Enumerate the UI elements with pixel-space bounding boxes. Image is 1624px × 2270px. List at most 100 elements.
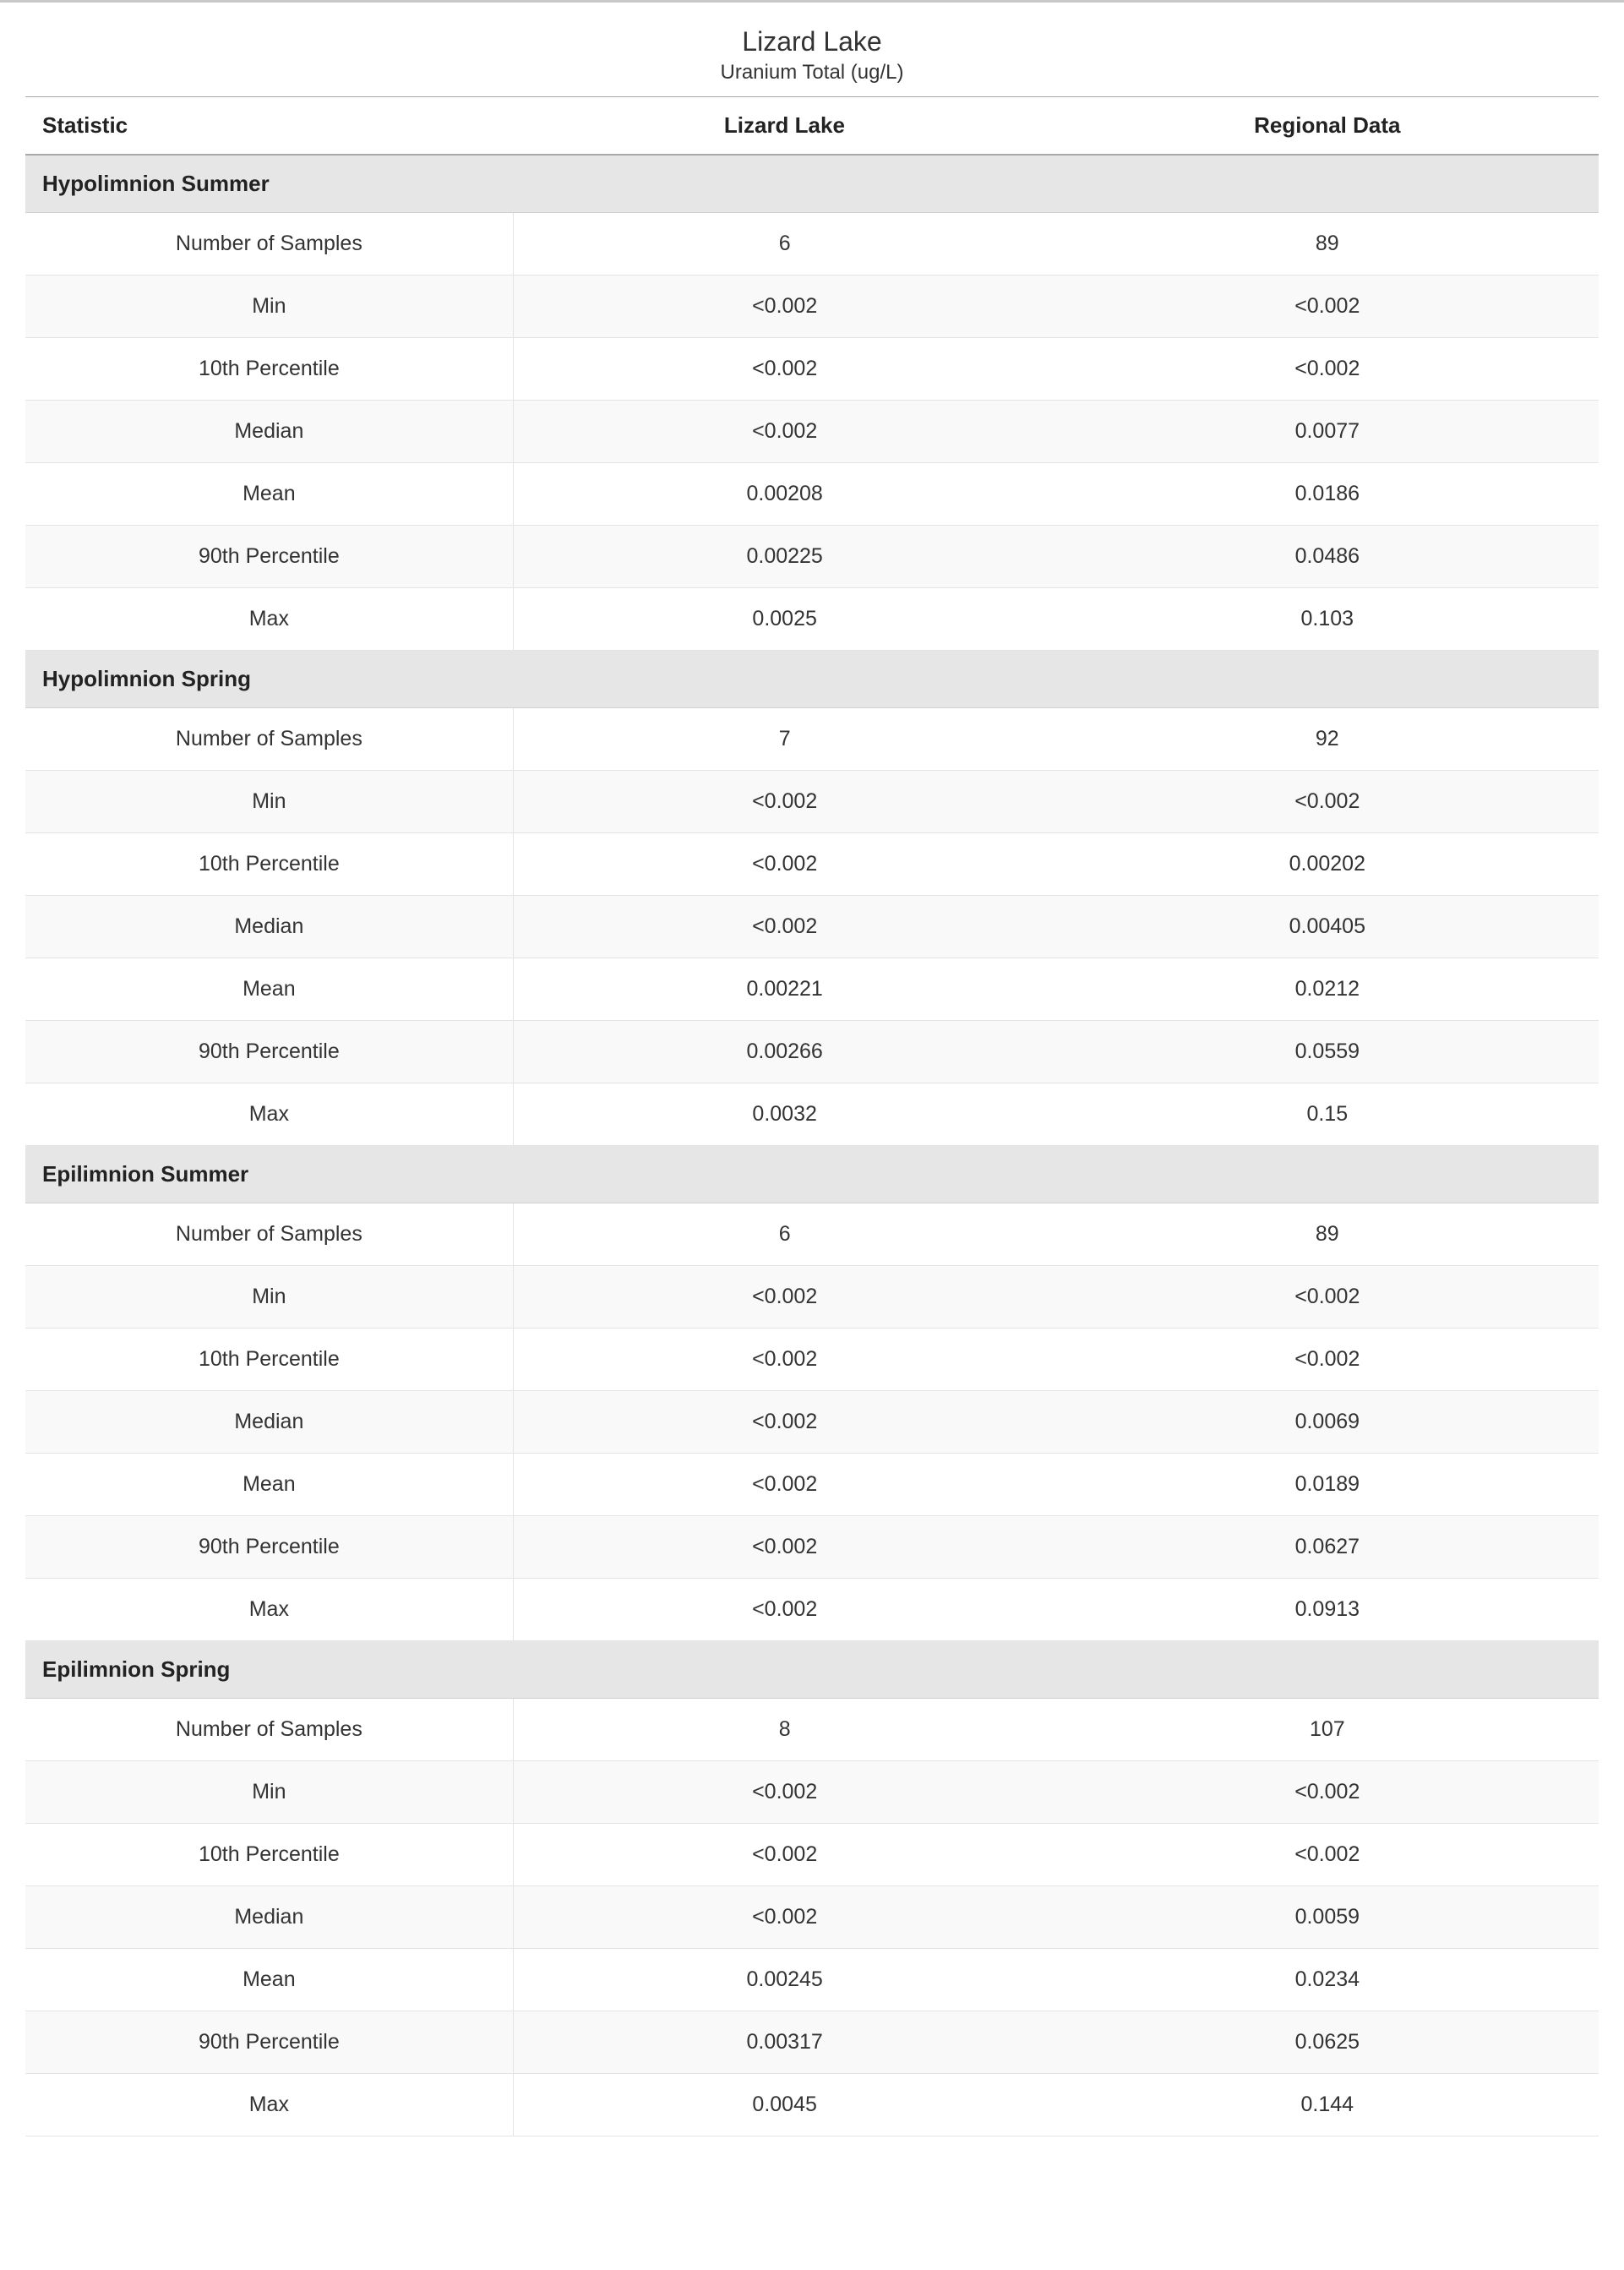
- lizard-lake-value: 0.00266: [513, 1021, 1055, 1083]
- lizard-lake-value: 0.00225: [513, 526, 1055, 588]
- lizard-lake-value: <0.002: [513, 833, 1055, 896]
- stat-label: Max: [25, 2074, 513, 2136]
- section-header: Epilimnion Spring: [25, 1641, 1599, 1699]
- regional-data-value: 92: [1056, 708, 1599, 771]
- col-lizard-lake: Lizard Lake: [513, 97, 1055, 156]
- lizard-lake-value: 7: [513, 708, 1055, 771]
- table-row: Mean0.002080.0186: [25, 463, 1599, 526]
- table-row: 90th Percentile0.002250.0486: [25, 526, 1599, 588]
- regional-data-value: 0.0625: [1056, 2011, 1599, 2074]
- lizard-lake-value: 6: [513, 1203, 1055, 1266]
- stat-label: Number of Samples: [25, 708, 513, 771]
- stat-label: 90th Percentile: [25, 1516, 513, 1579]
- lizard-lake-value: <0.002: [513, 1761, 1055, 1824]
- lizard-lake-value: <0.002: [513, 1266, 1055, 1329]
- table-row: Number of Samples8107: [25, 1699, 1599, 1761]
- lizard-lake-value: <0.002: [513, 1454, 1055, 1516]
- lizard-lake-value: <0.002: [513, 1824, 1055, 1886]
- table-row: Mean<0.0020.0189: [25, 1454, 1599, 1516]
- regional-data-value: 89: [1056, 213, 1599, 276]
- lizard-lake-value: <0.002: [513, 1329, 1055, 1391]
- regional-data-value: 0.144: [1056, 2074, 1599, 2136]
- stat-label: Max: [25, 1579, 513, 1641]
- regional-data-value: 0.0212: [1056, 958, 1599, 1021]
- stat-label: 10th Percentile: [25, 1824, 513, 1886]
- stat-label: Min: [25, 276, 513, 338]
- lizard-lake-value: <0.002: [513, 896, 1055, 958]
- lizard-lake-value: 0.00245: [513, 1949, 1055, 2011]
- regional-data-value: 0.0189: [1056, 1454, 1599, 1516]
- table-row: Median<0.0020.0069: [25, 1391, 1599, 1454]
- col-statistic: Statistic: [25, 97, 513, 156]
- regional-data-value: 89: [1056, 1203, 1599, 1266]
- table-row: Min<0.002<0.002: [25, 771, 1599, 833]
- regional-data-value: 0.15: [1056, 1083, 1599, 1146]
- regional-data-value: 0.0486: [1056, 526, 1599, 588]
- regional-data-value: <0.002: [1056, 1761, 1599, 1824]
- stat-label: 10th Percentile: [25, 1329, 513, 1391]
- regional-data-value: 0.0627: [1056, 1516, 1599, 1579]
- stat-label: Min: [25, 771, 513, 833]
- lizard-lake-value: <0.002: [513, 771, 1055, 833]
- table-row: Max0.00320.15: [25, 1083, 1599, 1146]
- stat-label: 90th Percentile: [25, 2011, 513, 2074]
- stat-label: 10th Percentile: [25, 833, 513, 896]
- report-title: Lizard Lake: [25, 26, 1599, 57]
- table-row: Mean0.002210.0212: [25, 958, 1599, 1021]
- table-row: 90th Percentile0.003170.0625: [25, 2011, 1599, 2074]
- stat-label: Min: [25, 1266, 513, 1329]
- lizard-lake-value: 6: [513, 213, 1055, 276]
- table-row: Min<0.002<0.002: [25, 276, 1599, 338]
- section-header: Hypolimnion Spring: [25, 651, 1599, 708]
- lizard-lake-value: <0.002: [513, 276, 1055, 338]
- stat-label: Median: [25, 896, 513, 958]
- table-body: Hypolimnion SummerNumber of Samples689Mi…: [25, 155, 1599, 2136]
- lizard-lake-value: <0.002: [513, 1391, 1055, 1454]
- table-row: Number of Samples689: [25, 1203, 1599, 1266]
- regional-data-value: 0.00405: [1056, 896, 1599, 958]
- stat-label: Mean: [25, 1949, 513, 2011]
- col-regional-data: Regional Data: [1056, 97, 1599, 156]
- table-row: Number of Samples792: [25, 708, 1599, 771]
- section-title: Hypolimnion Summer: [25, 155, 1599, 213]
- stat-label: Median: [25, 1391, 513, 1454]
- table-row: Median<0.0020.0077: [25, 401, 1599, 463]
- report-subtitle: Uranium Total (ug/L): [25, 61, 1599, 85]
- table-row: Max<0.0020.0913: [25, 1579, 1599, 1641]
- stat-label: Number of Samples: [25, 213, 513, 276]
- stat-label: Mean: [25, 958, 513, 1021]
- regional-data-value: 0.103: [1056, 588, 1599, 651]
- regional-data-value: <0.002: [1056, 1329, 1599, 1391]
- section-header: Hypolimnion Summer: [25, 155, 1599, 213]
- lizard-lake-value: <0.002: [513, 1516, 1055, 1579]
- stat-label: Median: [25, 401, 513, 463]
- regional-data-value: <0.002: [1056, 338, 1599, 401]
- lizard-lake-value: <0.002: [513, 1579, 1055, 1641]
- stat-label: 90th Percentile: [25, 1021, 513, 1083]
- table-row: Median<0.0020.0059: [25, 1886, 1599, 1949]
- lizard-lake-value: 0.0045: [513, 2074, 1055, 2136]
- lizard-lake-value: 0.0025: [513, 588, 1055, 651]
- stat-label: Min: [25, 1761, 513, 1824]
- stat-label: Number of Samples: [25, 1699, 513, 1761]
- table-row: 10th Percentile<0.002<0.002: [25, 1329, 1599, 1391]
- header-row: Statistic Lizard Lake Regional Data: [25, 97, 1599, 156]
- table-row: 10th Percentile<0.002<0.002: [25, 338, 1599, 401]
- report-container: Lizard Lake Uranium Total (ug/L) Statist…: [0, 0, 1624, 2153]
- regional-data-value: 0.0069: [1056, 1391, 1599, 1454]
- section-header: Epilimnion Summer: [25, 1146, 1599, 1203]
- table-row: Max0.00450.144: [25, 2074, 1599, 2136]
- regional-data-value: <0.002: [1056, 771, 1599, 833]
- lizard-lake-value: <0.002: [513, 401, 1055, 463]
- lizard-lake-value: 0.00317: [513, 2011, 1055, 2074]
- regional-data-value: 0.0913: [1056, 1579, 1599, 1641]
- lizard-lake-value: 0.0032: [513, 1083, 1055, 1146]
- stat-label: 10th Percentile: [25, 338, 513, 401]
- section-title: Hypolimnion Spring: [25, 651, 1599, 708]
- table-row: Mean0.002450.0234: [25, 1949, 1599, 2011]
- table-row: 90th Percentile<0.0020.0627: [25, 1516, 1599, 1579]
- table-row: Min<0.002<0.002: [25, 1266, 1599, 1329]
- regional-data-value: 107: [1056, 1699, 1599, 1761]
- table-row: Number of Samples689: [25, 213, 1599, 276]
- regional-data-value: 0.0077: [1056, 401, 1599, 463]
